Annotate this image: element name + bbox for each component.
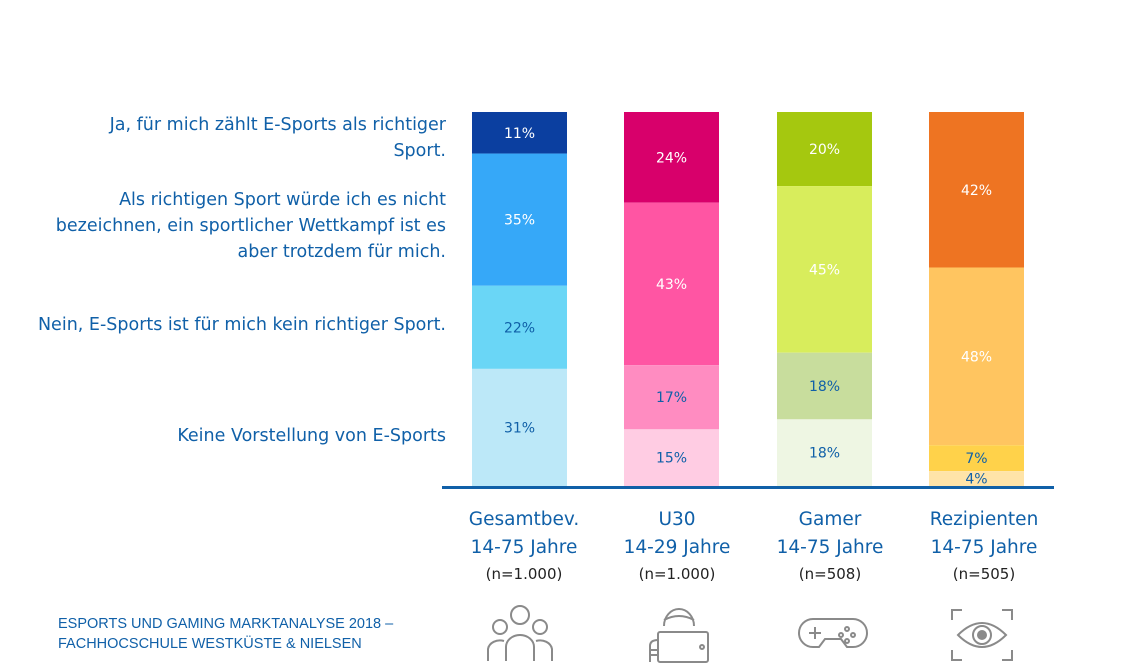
category-age: 14-75 Jahre [930, 537, 1038, 558]
category-age: 14-75 Jahre [470, 537, 578, 558]
category-age: 14-29 Jahre [623, 537, 731, 558]
source-note: ESPORTS UND GAMING MARKTANALYSE 2018 – F… [58, 614, 393, 654]
data-label: 7% [965, 451, 987, 467]
data-label: 18% [809, 379, 840, 395]
bar-segment [929, 267, 1024, 446]
legend-label-unknown: Keine Vorstellung von E-Sports [20, 423, 446, 449]
group-icon [487, 605, 553, 661]
category-n: (n=1.000) [638, 565, 716, 583]
data-label: 31% [504, 420, 535, 436]
category-label-u30: U30 14-29 Jahre [592, 506, 762, 562]
category-n: (n=508) [798, 565, 862, 583]
category-name: U30 [658, 509, 696, 530]
category-name: Gesamtbev. [468, 509, 580, 530]
source-line: FACHHOCSCHULE WESTKÜSTE & NIELSEN [58, 636, 362, 652]
legend-line: Ja, für mich zählt E-Sports als richtige… [109, 115, 446, 135]
data-label: 18% [809, 446, 840, 462]
bar-segment [929, 445, 1024, 472]
bar-segment [624, 112, 719, 203]
category-label-gamer: Gamer 14-75 Jahre [745, 506, 915, 562]
legend-line: Keine Vorstellung von E-Sports [177, 426, 446, 446]
category-label-rezipienten: Rezipienten 14-75 Jahre [899, 506, 1069, 562]
bar-segment [777, 186, 872, 353]
legend-line: Als richtigen Sport würde ich es nicht [119, 190, 446, 210]
bar-segment [472, 112, 567, 154]
bar-segment [624, 429, 719, 486]
data-label: 35% [504, 213, 535, 229]
bar-segment [624, 202, 719, 366]
category-label-gesamtbev: Gesamtbev. 14-75 Jahre [439, 506, 609, 562]
category-n: (n=505) [952, 565, 1016, 583]
legend-line: Nein, E-Sports ist für mich kein richtig… [37, 315, 446, 335]
legend-label-competition: Als richtigen Sport würde ich es nicht b… [20, 187, 446, 265]
data-label: 24% [656, 150, 687, 166]
category-n: (n=1.000) [485, 565, 563, 583]
stacked-bar-chart: 11% 35% 22% 31% 24% 43% 17% 15% 20% 45% 18% 18% 42% 4… [442, 112, 1054, 489]
category-name: Gamer [798, 509, 862, 530]
bar-segment [777, 419, 872, 486]
category-name: Rezipienten [929, 509, 1039, 530]
data-label: 48% [961, 349, 992, 365]
bar-segment [624, 365, 719, 430]
legend-line: bezeichnen, ein sportlicher Wettkampf is… [55, 216, 446, 236]
eye-icon [951, 609, 1013, 661]
category-age: 14-75 Jahre [776, 537, 884, 558]
data-label: 15% [656, 451, 687, 467]
legend-line: Sport. [393, 141, 446, 161]
data-label: 42% [961, 183, 992, 199]
data-label: 20% [809, 142, 840, 158]
legend-label-no: Nein, E-Sports ist für mich kein richtig… [20, 312, 446, 338]
data-label: 17% [656, 390, 687, 406]
data-label: 22% [504, 320, 535, 336]
data-label: 43% [656, 277, 687, 293]
legend-line: aber trotzdem für mich. [237, 242, 446, 262]
bar-segment [929, 112, 1024, 268]
bar-segment [472, 285, 567, 369]
bar-segment [472, 368, 567, 486]
data-label: 11% [504, 126, 535, 142]
bar-segment [777, 112, 872, 187]
bar-segment [472, 153, 567, 286]
data-label: 45% [809, 262, 840, 278]
bar-segment [777, 352, 872, 420]
source-line: ESPORTS UND GAMING MARKTANALYSE 2018 – [58, 616, 394, 632]
gamepad-icon [798, 618, 868, 648]
tablet-user-icon [649, 608, 709, 663]
bar-segment [929, 471, 1024, 486]
data-label: 4% [965, 472, 987, 488]
legend-label-yes: Ja, für mich zählt E-Sports als richtige… [20, 112, 446, 164]
